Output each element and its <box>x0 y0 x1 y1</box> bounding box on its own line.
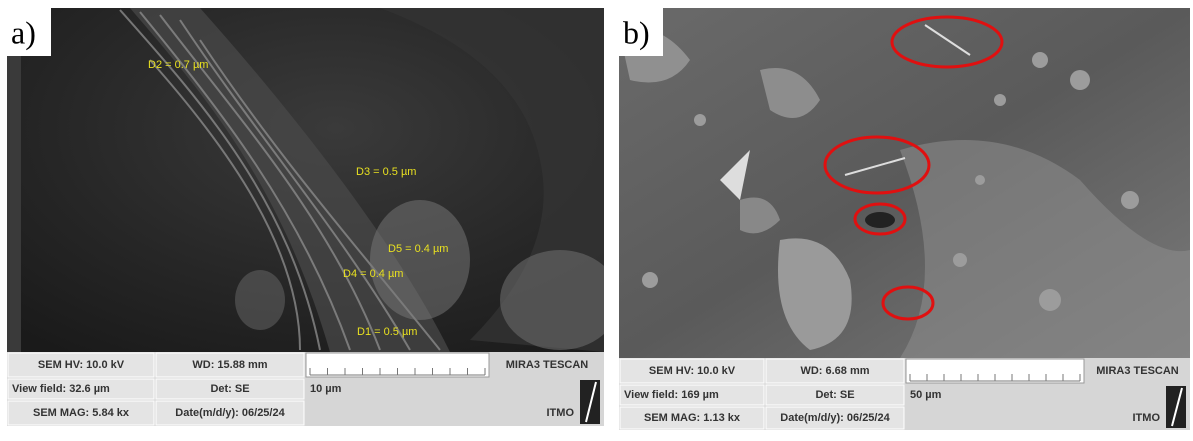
info-brand: MIRA3 TESCAN <box>506 359 589 371</box>
info-brand: MIRA3 TESCAN <box>1096 365 1179 377</box>
info-org: ITMO <box>547 407 575 419</box>
info-org: ITMO <box>1133 412 1161 424</box>
info-cell <box>7 378 155 400</box>
info-scale: 10 µm <box>310 383 342 395</box>
info-hv: SEM HV: 10.0 kV <box>38 359 125 371</box>
info-cell <box>619 358 765 384</box>
measurement-label: D4 = 0.4 µm <box>343 268 403 280</box>
info-cell <box>765 358 905 384</box>
info-scale: 50 µm <box>910 389 942 401</box>
info-view-field: View field: 32.6 µm <box>12 383 110 395</box>
info-cell <box>155 378 305 400</box>
measurement-label: D2 = 0.7 µm <box>148 59 208 71</box>
info-date: Date(m/d/y): 06/25/24 <box>780 412 890 424</box>
micrograph-b <box>619 8 1190 358</box>
panel-label: a) <box>11 14 36 50</box>
label-box <box>7 8 51 56</box>
measurement-label: D3 = 0.5 µm <box>356 166 416 178</box>
info-cell <box>155 400 305 426</box>
info-hv: SEM HV: 10.0 kV <box>649 365 736 377</box>
logo-mark <box>585 381 597 423</box>
info-wd: WD: 6.68 mm <box>800 365 869 377</box>
info-mag: SEM MAG: 1.13 kx <box>644 412 741 424</box>
measurement-label: D1 = 0.5 µm <box>357 326 417 338</box>
info-cell <box>619 406 765 430</box>
info-view-field: View field: 169 µm <box>624 389 719 401</box>
info-cell <box>7 400 155 426</box>
info-cell <box>765 384 905 406</box>
info-cell <box>7 352 155 378</box>
info-cell <box>155 352 305 378</box>
info-wd: WD: 15.88 mm <box>192 359 267 371</box>
logo-mark <box>1171 387 1183 427</box>
info-cell <box>619 384 765 406</box>
info-date: Date(m/d/y): 06/25/24 <box>175 407 285 419</box>
measurement-label: D5 = 0.4 µm <box>388 243 448 255</box>
highlight-circles <box>823 15 1004 321</box>
info-det: Det: SE <box>815 389 854 401</box>
panel-label: b) <box>623 14 650 50</box>
info-cell <box>765 406 905 430</box>
micrograph-a <box>7 8 604 352</box>
info-det: Det: SE <box>210 383 249 395</box>
info-mag: SEM MAG: 5.84 kx <box>33 407 130 419</box>
label-box <box>619 8 663 56</box>
